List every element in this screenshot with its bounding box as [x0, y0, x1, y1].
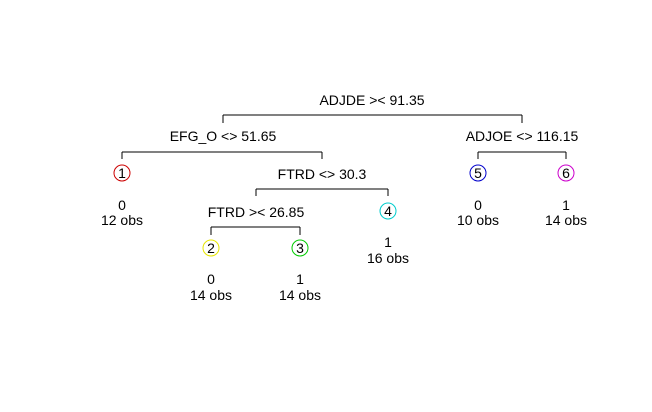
split-right: ADJOE <> 116.15 — [466, 128, 579, 159]
split-label-root: ADJDE >< 91.35 — [319, 92, 424, 108]
leaf-id-4: 4 — [384, 203, 392, 219]
leaf-node-6: 6 1 14 obs — [545, 164, 587, 228]
split-ftrd-2685: FTRD >< 26.85 — [208, 204, 305, 235]
leaf-circle-2 — [202, 239, 220, 257]
leaf-class-2: 0 — [207, 271, 215, 287]
split-root: ADJDE >< 91.35 — [222, 92, 523, 123]
leaf-circle-5 — [469, 164, 487, 182]
leaf-obs-4: 16 obs — [367, 250, 409, 266]
split-ftrd-30: FTRD <> 30.3 — [255, 166, 389, 196]
leaf-circle-6 — [557, 164, 575, 182]
leaf-id-6: 6 — [562, 165, 570, 181]
leaf-class-3: 1 — [296, 271, 304, 287]
split-label-left: EFG_O <> 51.65 — [170, 128, 277, 144]
leaf-node-1: 1 0 12 obs — [101, 164, 143, 228]
leaf-node-4: 4 1 16 obs — [367, 202, 409, 266]
leaf-node-2: 2 0 14 obs — [190, 239, 232, 303]
leaf-obs-1: 12 obs — [101, 212, 143, 228]
split-label-right: ADJOE <> 116.15 — [466, 128, 579, 144]
leaf-circle-4 — [379, 202, 397, 220]
leaf-id-3: 3 — [296, 240, 304, 256]
leaf-class-1: 0 — [118, 197, 126, 213]
leaf-obs-5: 10 obs — [457, 212, 499, 228]
leaf-id-1: 1 — [118, 165, 126, 181]
leaf-class-5: 0 — [474, 197, 482, 213]
leaf-id-5: 5 — [474, 165, 482, 181]
leaf-node-3: 3 1 14 obs — [279, 239, 321, 303]
split-left: EFG_O <> 51.65 — [121, 128, 323, 159]
leaf-circle-3 — [291, 239, 309, 257]
leaf-class-6: 1 — [562, 197, 570, 213]
leaf-obs-2: 14 obs — [190, 287, 232, 303]
leaf-obs-6: 14 obs — [545, 212, 587, 228]
leaf-obs-3: 14 obs — [279, 287, 321, 303]
leaf-id-2: 2 — [207, 240, 215, 256]
leaf-circle-1 — [113, 164, 131, 182]
split-label-ftrd-2685: FTRD >< 26.85 — [208, 204, 305, 220]
leaf-node-5: 5 0 10 obs — [457, 164, 499, 228]
leaf-class-4: 1 — [384, 234, 392, 250]
split-label-ftrd-30: FTRD <> 30.3 — [278, 166, 367, 182]
